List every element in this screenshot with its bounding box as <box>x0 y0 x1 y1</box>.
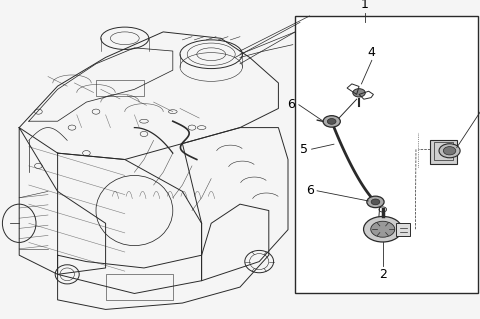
Text: 2: 2 <box>379 268 387 280</box>
Circle shape <box>323 116 340 127</box>
Circle shape <box>353 89 365 97</box>
Bar <box>396 223 409 236</box>
Bar <box>434 142 454 160</box>
Text: 5: 5 <box>300 143 308 156</box>
Text: 1: 1 <box>360 0 369 11</box>
Circle shape <box>371 221 395 237</box>
Circle shape <box>327 119 336 124</box>
Bar <box>295 16 478 293</box>
Text: 6: 6 <box>288 98 296 111</box>
Text: 4: 4 <box>368 46 376 58</box>
Circle shape <box>363 217 402 242</box>
Circle shape <box>371 199 380 205</box>
Bar <box>106 274 173 300</box>
Circle shape <box>439 144 460 158</box>
Circle shape <box>444 147 456 155</box>
Circle shape <box>367 196 384 208</box>
Bar <box>96 80 144 96</box>
Text: 6: 6 <box>306 184 314 197</box>
Bar <box>431 140 457 164</box>
